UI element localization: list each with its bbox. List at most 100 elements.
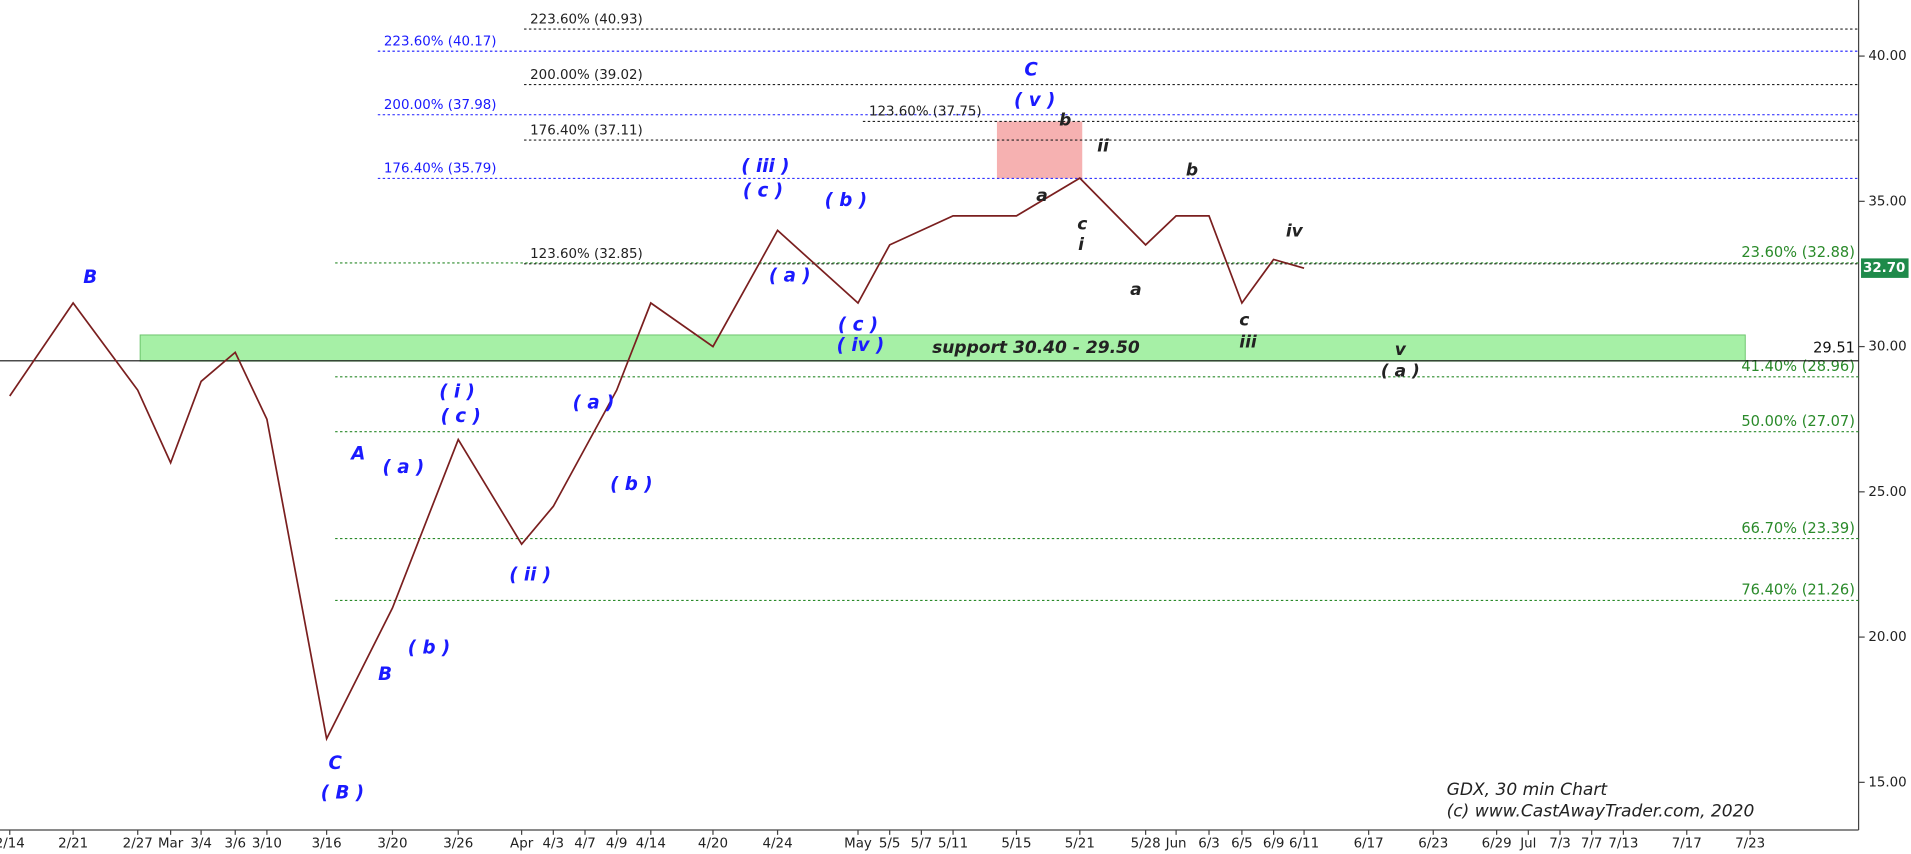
x-tick-label: May [844, 836, 872, 851]
x-tick-label: Jul [1519, 836, 1536, 851]
x-tick-label: 3/20 [377, 836, 407, 851]
support-zone [139, 334, 1746, 362]
wave-label: ( iii ) [741, 156, 789, 177]
reference-label: 29.51 [1813, 340, 1855, 357]
wave-label: c [1077, 214, 1087, 234]
wave-label: b [1186, 161, 1198, 181]
x-tick-label: 3/10 [252, 836, 282, 851]
wave-label: ( c ) [743, 180, 783, 201]
wave-label: ( i ) [439, 381, 475, 402]
wave-label: ( B ) [321, 782, 364, 803]
fib-label: 176.40% (37.11) [530, 123, 643, 138]
highlight-box [996, 121, 1083, 179]
x-tick-label: 6/9 [1263, 836, 1285, 851]
wave-label: A [349, 444, 365, 465]
x-tick-label: 4/20 [698, 836, 728, 851]
x-tick-label: 5/15 [1001, 836, 1031, 851]
x-tick-label: 2/21 [58, 836, 88, 851]
x-tick-label: Apr [510, 836, 534, 851]
wave-label: ii [1097, 136, 1110, 156]
x-tick-label: 4/7 [574, 836, 596, 851]
wave-label: ( ii ) [509, 564, 551, 585]
fib-label: 23.60% (32.88) [1741, 244, 1855, 261]
x-tick-label: 3/4 [190, 836, 212, 851]
x-tick-label: 5/11 [938, 836, 968, 851]
wave-label: ( c ) [838, 314, 878, 335]
x-tick-label: 5/28 [1131, 836, 1161, 851]
wave-label: iv [1286, 222, 1304, 242]
x-tick-label: 4/14 [636, 836, 666, 851]
x-tick-label: 7/7 [1581, 836, 1603, 851]
wave-label: v [1395, 340, 1407, 360]
x-tick-label: 6/5 [1231, 836, 1253, 851]
wave-label: ( b ) [408, 637, 451, 658]
wave-label: i [1078, 235, 1085, 255]
last-price-label: 32.70 [1863, 261, 1905, 276]
support-label: support 30.40 - 29.50 [932, 338, 1140, 358]
x-tick-label: 5/5 [879, 836, 901, 851]
x-tick-label: 5/7 [911, 836, 933, 851]
wave-label: C [1024, 60, 1038, 81]
y-tick-label: 40.00 [1868, 49, 1906, 64]
fib-label: 223.60% (40.17) [384, 34, 497, 49]
x-tick-label: 6/17 [1354, 836, 1384, 851]
fib-label: 76.40% (21.26) [1741, 582, 1855, 599]
wave-label: ( b ) [825, 190, 868, 211]
fib-label: 200.00% (37.98) [384, 98, 497, 113]
x-tick-label: 7/3 [1549, 836, 1571, 851]
wave-label: a [1036, 186, 1048, 206]
wave-label: ( iv ) [837, 335, 885, 356]
x-tick-label: 6/11 [1289, 836, 1319, 851]
wave-label: B [83, 267, 97, 288]
x-tick-label: Jun [1165, 836, 1187, 851]
x-tick-label: 7/23 [1735, 836, 1765, 851]
x-tick-label: 2/14 [0, 836, 25, 851]
x-tick-label: 7/17 [1672, 836, 1702, 851]
wave-label: C [328, 753, 342, 774]
x-tick-label: 7/13 [1608, 836, 1638, 851]
fib-label: 223.60% (40.93) [530, 12, 643, 27]
y-tick-label: 35.00 [1868, 194, 1906, 209]
y-tick-label: 20.00 [1868, 630, 1906, 645]
wave-label: ( c ) [441, 406, 481, 427]
x-tick-label: 5/21 [1065, 836, 1095, 851]
wave-label: c [1239, 311, 1249, 331]
wave-label: ( b ) [610, 474, 653, 495]
x-tick-label: Mar [158, 836, 184, 851]
wave-label: ( a ) [383, 457, 425, 478]
footer-text: GDX, 30 min Chart [1447, 780, 1609, 800]
fib-label: 123.60% (37.75) [869, 105, 982, 120]
last-price-box [1861, 258, 1909, 278]
fib-label: 50.00% (27.07) [1741, 413, 1855, 430]
x-tick-label: 3/16 [312, 836, 342, 851]
x-tick-label: 4/9 [606, 836, 628, 851]
x-tick-label: 6/3 [1198, 836, 1220, 851]
wave-label: ( v ) [1014, 90, 1055, 111]
fib-label: 200.00% (39.02) [530, 68, 643, 83]
x-tick-label: 4/24 [763, 836, 793, 851]
y-tick-label: 25.00 [1868, 485, 1906, 500]
x-tick-label: 3/26 [443, 836, 473, 851]
wave-label: B [378, 664, 392, 685]
y-tick-label: 15.00 [1868, 775, 1906, 790]
wave-label: iii [1239, 332, 1258, 352]
x-tick-label: 3/6 [224, 836, 246, 851]
fib-label: 123.60% (32.85) [530, 247, 643, 262]
wave-label: a [1130, 280, 1142, 300]
x-tick-label: 6/29 [1482, 836, 1512, 851]
wave-label: ( a ) [573, 392, 615, 413]
fib-label: 66.70% (23.39) [1741, 520, 1855, 537]
wave-label: ( a ) [769, 266, 811, 287]
wave-label: ( a ) [1381, 362, 1420, 382]
x-tick-label: 2/27 [123, 836, 153, 851]
x-tick-label: 4/3 [543, 836, 565, 851]
fib-label: 176.40% (35.79) [384, 162, 497, 177]
footer-text: (c) www.CastAwayTrader.com, 2020 [1447, 802, 1755, 822]
fib-label: 41.40% (28.96) [1741, 358, 1855, 375]
x-tick-label: 6/23 [1418, 836, 1448, 851]
wave-label: b [1059, 111, 1071, 131]
y-tick-label: 30.00 [1868, 340, 1906, 355]
